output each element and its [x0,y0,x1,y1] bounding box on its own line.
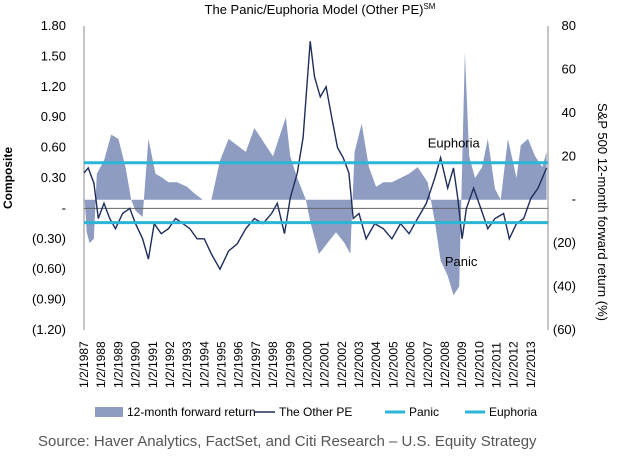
annotations: Euphoria Panic [428,136,481,270]
right-tick-label: 60 [562,61,576,76]
left-tick-label: (0.30) [32,231,66,246]
left-axis-title: Composite [1,147,15,209]
x-tick-label: 1/2/2003 [352,341,366,388]
x-tick-label: 1/2/1996 [232,341,246,388]
x-tick-label: 1/2/2009 [455,341,469,388]
x-tick-label: 1/2/2008 [438,341,452,388]
other-pe-line [83,41,548,271]
right-axis-title: S&P 500 12-month forward return (%) [595,103,610,321]
x-tick-label: 1/2/1997 [249,341,263,388]
x-tick-label: 1/2/1999 [283,341,297,388]
left-tick-label: 1.50 [41,48,66,63]
annotation-label: Euphoria [428,136,481,151]
x-tick-label: 1/2/2013 [524,341,538,388]
right-tick-label: 80 [562,18,576,33]
x-tick-label: 1/2/2010 [472,341,486,388]
legend-label-euphoria: Euphoria [489,405,537,419]
left-tick-label: 0.30 [41,170,66,185]
x-tick-label: 1/2/2001 [318,341,332,388]
legend-label-line: The Other PE [279,405,352,419]
x-tick-labels: 1/2/1987 1/2/1988 1/2/1989 1/2/1990 1/2/1991… [77,341,538,388]
x-tick-label: 1/2/2012 [507,341,521,388]
threshold-lines [84,161,548,225]
x-tick-label: 1/2/2000 [300,341,314,388]
left-tick-label: - [62,200,66,215]
x-tick-label: 1/2/1993 [180,341,194,388]
x-tick-label: 1/2/1988 [94,341,108,388]
x-tick-label: 1/2/1994 [197,341,211,388]
annotation-label: Panic [445,254,478,269]
x-tick-label: 1/2/1989 [111,341,125,388]
right-tick-labels: 80 60 40 20 - (20) (40) (60) [553,18,576,337]
x-tick-label: 1/2/1991 [146,341,160,388]
left-tick-label: (0.90) [32,292,66,307]
x-tick-label: 1/2/2002 [335,341,349,388]
other-pe-polyline [83,41,548,271]
left-tick-label: (0.60) [32,261,66,276]
chart-title: The Panic/Euphoria Model (Other PE)SM [205,2,436,17]
x-tick-label: 1/2/1990 [129,341,143,388]
x-tick-label: 1/2/2006 [404,341,418,388]
x-tick-label: 1/2/2004 [369,341,383,388]
left-tick-label: (1.20) [32,322,66,337]
left-tick-labels: 1.80 1.50 1.20 0.90 0.60 0.30 - (0.30) (0.60) (0.… [32,18,66,337]
left-tick-label: 0.60 [41,140,66,155]
legend-label-panic: Panic [409,405,439,419]
left-tick-label: 0.90 [41,109,66,124]
right-tick-label: - [572,192,576,207]
x-tick-label: 1/2/1995 [215,341,229,388]
x-tick-label: 1/2/1998 [266,341,280,388]
right-tick-label: (20) [553,235,576,250]
legend-swatch-area [95,407,123,417]
x-tick-label: 1/2/2005 [386,341,400,388]
legend: 12-month forward return The Other PE Pan… [95,405,537,419]
legend-label-area: 12-month forward return [127,405,256,419]
x-tick-label: 1/2/2011 [490,342,504,388]
source-note: Source: Haver Analytics, FactSet, and Ci… [38,433,537,450]
left-tick-label: 1.80 [41,18,66,33]
right-tick-label: 20 [562,148,576,163]
right-tick-label: 40 [562,105,576,120]
left-tick-label: 1.20 [41,79,66,94]
x-tick-label: 1/2/1992 [163,341,177,388]
right-tick-label: (60) [553,322,576,337]
right-tick-label: (40) [553,279,576,294]
x-tick-label: 1/2/2007 [421,341,435,388]
x-tick-label: 1/2/1987 [77,341,91,388]
